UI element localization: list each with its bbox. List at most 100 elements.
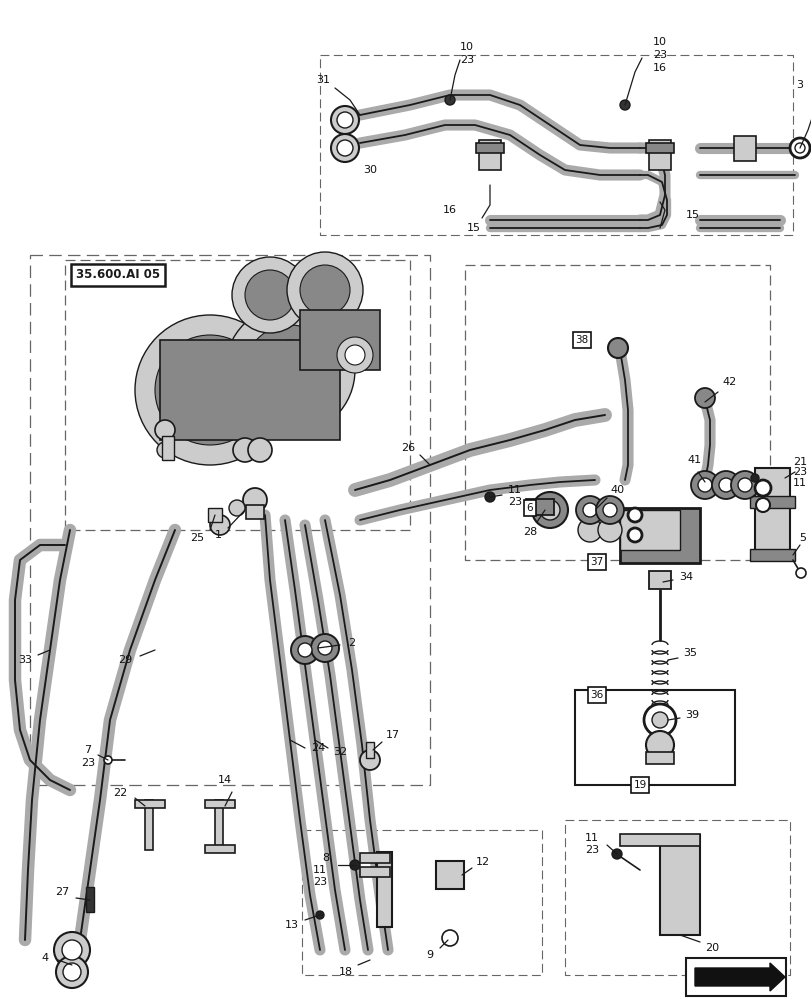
Text: 29: 29 bbox=[118, 655, 132, 665]
Circle shape bbox=[54, 932, 90, 968]
Text: 11: 11 bbox=[312, 865, 327, 875]
Text: 9: 9 bbox=[426, 950, 433, 960]
Circle shape bbox=[603, 503, 616, 517]
Circle shape bbox=[155, 420, 175, 440]
Circle shape bbox=[225, 305, 354, 435]
Circle shape bbox=[755, 498, 769, 512]
Circle shape bbox=[185, 365, 234, 415]
Text: 23: 23 bbox=[652, 50, 667, 60]
Text: 21: 21 bbox=[792, 457, 806, 467]
Text: 22: 22 bbox=[113, 788, 127, 798]
Bar bbox=[162, 436, 174, 460]
Text: 23: 23 bbox=[459, 55, 474, 65]
Bar bbox=[749, 549, 795, 561]
Circle shape bbox=[444, 95, 454, 105]
Text: 16: 16 bbox=[443, 205, 457, 215]
Circle shape bbox=[337, 112, 353, 128]
Text: 30: 30 bbox=[363, 165, 376, 175]
Text: 19: 19 bbox=[633, 780, 646, 790]
Text: 20: 20 bbox=[704, 943, 719, 953]
Bar bbox=[359, 867, 389, 877]
Circle shape bbox=[484, 492, 495, 502]
Circle shape bbox=[210, 515, 230, 535]
Bar bbox=[685, 958, 785, 996]
Text: 7: 7 bbox=[84, 745, 92, 755]
Polygon shape bbox=[694, 963, 784, 991]
Circle shape bbox=[245, 325, 335, 415]
Circle shape bbox=[575, 496, 603, 524]
Text: 2: 2 bbox=[348, 638, 355, 648]
Text: 32: 32 bbox=[333, 747, 346, 757]
Text: 16: 16 bbox=[652, 63, 666, 73]
Circle shape bbox=[730, 471, 758, 499]
Circle shape bbox=[56, 956, 88, 988]
Text: 12: 12 bbox=[475, 857, 490, 867]
Bar bbox=[646, 752, 673, 764]
Bar bbox=[646, 143, 673, 153]
Circle shape bbox=[247, 438, 272, 462]
Circle shape bbox=[232, 257, 307, 333]
Circle shape bbox=[299, 265, 350, 315]
Bar bbox=[145, 800, 152, 850]
Text: 23: 23 bbox=[792, 467, 806, 477]
Circle shape bbox=[531, 492, 568, 528]
Bar bbox=[204, 800, 234, 808]
Circle shape bbox=[331, 106, 358, 134]
Circle shape bbox=[627, 528, 642, 542]
Circle shape bbox=[233, 438, 257, 462]
Text: 10: 10 bbox=[652, 37, 666, 47]
Text: 26: 26 bbox=[401, 443, 414, 453]
Bar bbox=[160, 340, 340, 440]
Text: 23: 23 bbox=[81, 758, 95, 768]
Text: 11: 11 bbox=[584, 833, 599, 843]
Circle shape bbox=[441, 930, 457, 946]
Circle shape bbox=[582, 503, 596, 517]
Text: 24: 24 bbox=[311, 743, 324, 753]
Text: 4: 4 bbox=[41, 953, 49, 963]
Circle shape bbox=[290, 636, 319, 664]
Circle shape bbox=[298, 643, 311, 657]
Circle shape bbox=[62, 940, 82, 960]
Circle shape bbox=[646, 731, 673, 759]
Bar bbox=[620, 510, 679, 550]
Circle shape bbox=[577, 518, 601, 542]
Text: 5: 5 bbox=[799, 533, 805, 543]
Bar bbox=[574, 690, 734, 785]
Circle shape bbox=[694, 388, 714, 408]
Text: 23: 23 bbox=[584, 845, 599, 855]
Bar bbox=[208, 508, 221, 522]
Circle shape bbox=[229, 500, 245, 516]
Bar bbox=[475, 143, 504, 153]
Text: 31: 31 bbox=[315, 75, 329, 85]
Text: 23: 23 bbox=[312, 877, 327, 887]
Bar bbox=[526, 499, 553, 515]
Circle shape bbox=[750, 474, 758, 482]
Circle shape bbox=[104, 756, 112, 764]
Text: 10: 10 bbox=[460, 42, 474, 52]
Text: 36: 36 bbox=[590, 690, 603, 700]
Bar bbox=[299, 310, 380, 370]
Text: 28: 28 bbox=[522, 527, 536, 537]
Text: 41: 41 bbox=[687, 455, 702, 465]
Circle shape bbox=[651, 712, 667, 728]
Circle shape bbox=[737, 478, 751, 492]
Circle shape bbox=[611, 849, 621, 859]
Bar bbox=[754, 468, 790, 552]
Text: 34: 34 bbox=[678, 572, 693, 582]
Bar bbox=[359, 853, 389, 863]
Circle shape bbox=[63, 963, 81, 981]
Circle shape bbox=[135, 315, 285, 465]
Bar bbox=[135, 800, 165, 808]
Circle shape bbox=[318, 641, 332, 655]
Text: 33: 33 bbox=[18, 655, 32, 665]
Bar bbox=[620, 834, 699, 846]
Text: 17: 17 bbox=[385, 730, 400, 740]
Circle shape bbox=[795, 568, 805, 578]
Circle shape bbox=[286, 252, 363, 328]
Circle shape bbox=[643, 704, 676, 736]
Circle shape bbox=[789, 138, 809, 158]
Text: 14: 14 bbox=[217, 775, 232, 785]
Bar bbox=[648, 140, 670, 170]
Circle shape bbox=[595, 496, 623, 524]
Circle shape bbox=[597, 518, 621, 542]
